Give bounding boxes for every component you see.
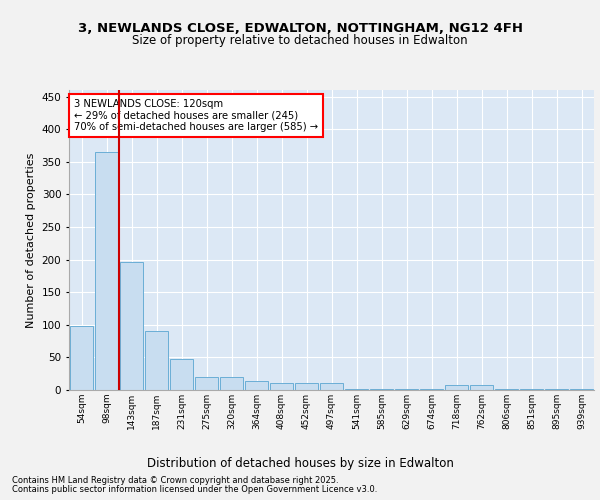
Bar [520, 388, 544, 390]
Bar [95, 152, 118, 390]
Bar [445, 386, 469, 390]
Bar [145, 332, 169, 390]
Bar [395, 388, 418, 390]
Bar [419, 388, 443, 390]
Bar [370, 388, 394, 390]
Text: 3, NEWLANDS CLOSE, EDWALTON, NOTTINGHAM, NG12 4FH: 3, NEWLANDS CLOSE, EDWALTON, NOTTINGHAM,… [77, 22, 523, 36]
Bar [194, 377, 218, 390]
Bar [119, 262, 143, 390]
Bar [320, 384, 343, 390]
Y-axis label: Number of detached properties: Number of detached properties [26, 152, 36, 328]
Bar [245, 381, 268, 390]
Bar [70, 326, 94, 390]
Text: 3 NEWLANDS CLOSE: 120sqm
← 29% of detached houses are smaller (245)
70% of semi-: 3 NEWLANDS CLOSE: 120sqm ← 29% of detach… [74, 99, 319, 132]
Bar [220, 377, 244, 390]
Bar [545, 388, 568, 390]
Bar [170, 360, 193, 390]
Text: Contains public sector information licensed under the Open Government Licence v3: Contains public sector information licen… [12, 485, 377, 494]
Bar [344, 388, 368, 390]
Text: Size of property relative to detached houses in Edwalton: Size of property relative to detached ho… [132, 34, 468, 47]
Bar [295, 384, 319, 390]
Text: Contains HM Land Registry data © Crown copyright and database right 2025.: Contains HM Land Registry data © Crown c… [12, 476, 338, 485]
Bar [494, 388, 518, 390]
Bar [470, 386, 493, 390]
Text: Distribution of detached houses by size in Edwalton: Distribution of detached houses by size … [146, 458, 454, 470]
Bar [569, 388, 593, 390]
Bar [269, 384, 293, 390]
